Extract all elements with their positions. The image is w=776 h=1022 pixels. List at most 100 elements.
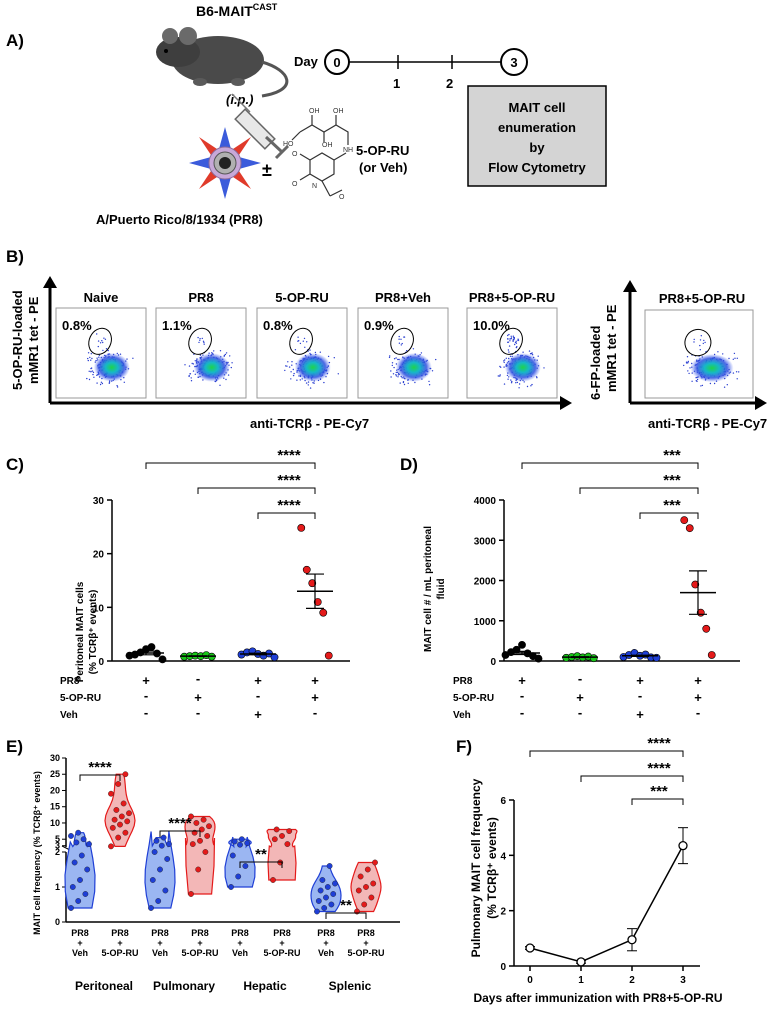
y-tick-label: 0: [98, 657, 104, 668]
flow-gate-dot: [514, 341, 517, 344]
condition-sign: +: [194, 690, 202, 705]
day-2-label: 2: [446, 76, 453, 91]
data-point: [71, 859, 78, 866]
data-point: [357, 873, 364, 880]
flow-gate-dot: [299, 342, 302, 345]
flow-event-dot: [403, 383, 406, 386]
data-point: [534, 654, 543, 663]
chart-f-y-label-2: (% TCRβ⁺ events): [485, 817, 499, 919]
flow-gate-dot: [104, 338, 107, 340]
flow-event-dot: [119, 353, 122, 355]
flow-gate-dot: [203, 341, 205, 344]
data-point: [117, 821, 123, 828]
group-sublabel: PR8: [273, 928, 291, 938]
flow-event-dot: [505, 357, 507, 359]
gate-percentage: 10.0%: [473, 318, 510, 333]
tissue-label: Pulmonary: [153, 979, 215, 993]
flow-event-dot: [102, 349, 104, 352]
flow-gate-dot: [703, 339, 705, 342]
flow-event-dot: [732, 372, 735, 374]
condition-sign: -: [520, 688, 524, 703]
x-tick-label: 1: [578, 975, 584, 986]
mait-gate-ellipse: [88, 327, 112, 355]
data-point: [162, 887, 169, 894]
mait-gate-ellipse: [684, 328, 712, 357]
data-point: [238, 836, 245, 843]
data-point: [525, 943, 535, 953]
panel-f-letter: F): [456, 737, 472, 756]
condition-sign: -: [578, 705, 582, 720]
timeline: Day 0 1 2 3 MAIT cell enumeration by Flo…: [294, 48, 607, 187]
flow-event-dot: [108, 382, 111, 384]
flow-event-dot: [543, 367, 545, 369]
flow-gate-dot: [398, 338, 400, 340]
flow-event-dot: [313, 382, 315, 384]
flow-event-dot: [293, 372, 295, 375]
flow-event-dot: [391, 362, 394, 364]
flow-event-dot: [516, 381, 519, 384]
group-sublabel: 5-OP-RU: [263, 948, 300, 958]
y-tick-label: 25: [50, 769, 60, 779]
flow-event-dot: [307, 381, 310, 383]
panel-a-letter: A): [6, 31, 24, 50]
flow-event-dot: [510, 379, 512, 381]
group-sublabel: Veh: [232, 948, 248, 958]
flow-plot-title: PR8+Veh: [375, 290, 431, 305]
control-plot-title: PR8+5-OP-RU: [659, 291, 745, 306]
data-point: [188, 891, 194, 897]
significance-stars: ***: [663, 472, 681, 489]
flow-event-dot: [431, 370, 434, 372]
condition-row-label: 5-OP-RU: [60, 693, 101, 704]
x-tick-label: 0: [527, 975, 533, 986]
flow-event-dot: [683, 364, 685, 367]
compound-alt-label: (or Veh): [359, 160, 407, 175]
group-sublabel: +: [117, 938, 122, 948]
enumeration-box: [467, 85, 607, 187]
data-point: [326, 863, 333, 869]
y-tick-label: 1000: [474, 617, 497, 628]
day-1-label: 1: [393, 76, 400, 91]
group-sublabel: PR8: [317, 928, 335, 938]
data-point: [108, 790, 114, 797]
chart-c-y-label-1: Peritoneal MAIT cells: [75, 581, 86, 682]
flow-event-dot: [397, 358, 399, 361]
data-point: [235, 873, 242, 880]
x-tick-label: 2: [629, 975, 635, 986]
y-tick-label: 3000: [474, 536, 497, 547]
condition-row-label: 5-OP-RU: [453, 693, 494, 704]
tissue-label: Hepatic: [243, 979, 287, 993]
flow-event-dot: [91, 357, 93, 360]
flow-event-dot: [709, 382, 712, 385]
y-tick-label: 4000: [474, 496, 497, 507]
flow-event-dot: [701, 384, 704, 387]
data-point: [324, 651, 333, 660]
data-point: [158, 655, 167, 664]
day-0-label: 0: [333, 55, 340, 70]
flow-event-dot: [528, 350, 531, 352]
panel-b-letter: B): [6, 247, 24, 266]
data-point: [108, 843, 114, 850]
flow-plot-frame: [256, 307, 348, 399]
flow-gate-dot: [398, 342, 401, 344]
flow-event-dot: [90, 353, 93, 355]
data-point: [78, 852, 85, 859]
y-tick-label: 2000: [474, 577, 497, 588]
significance-bracket: [159, 830, 201, 837]
flow-gate-dot: [510, 337, 513, 339]
flow-event-dot: [402, 381, 405, 384]
group-sublabel: PR8: [151, 928, 169, 938]
flow-event-dot: [116, 386, 119, 388]
flow-event-dot: [314, 351, 317, 354]
condition-row-label: Veh: [453, 710, 471, 721]
flow-gate-dot: [700, 335, 702, 337]
flow-gate-dot: [693, 341, 695, 343]
data-point: [231, 838, 238, 845]
flow-event-dot: [184, 364, 186, 366]
control-x-arrowhead: [755, 396, 767, 410]
flow-event-dot: [286, 365, 288, 367]
series-line: [529, 845, 684, 963]
plus-minus-symbol: ±: [262, 160, 272, 180]
y-tick-label: 5: [55, 834, 60, 844]
data-point: [68, 833, 74, 839]
